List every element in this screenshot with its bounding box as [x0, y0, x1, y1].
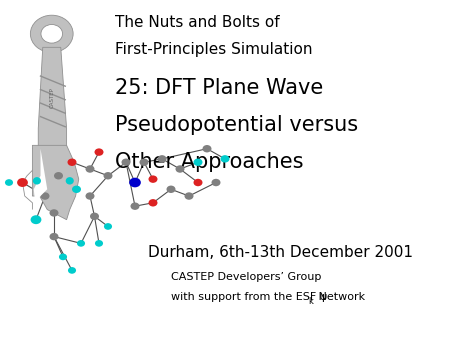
Ellipse shape — [212, 179, 220, 186]
Text: 25: DFT Plane Wave: 25: DFT Plane Wave — [115, 78, 323, 98]
Ellipse shape — [220, 155, 230, 163]
Ellipse shape — [94, 148, 104, 156]
Ellipse shape — [148, 199, 157, 207]
Ellipse shape — [166, 186, 176, 193]
Ellipse shape — [5, 179, 13, 186]
Ellipse shape — [50, 209, 58, 217]
Ellipse shape — [90, 213, 99, 220]
Ellipse shape — [158, 155, 166, 163]
Ellipse shape — [176, 165, 184, 173]
Ellipse shape — [41, 25, 63, 43]
Text: CASTEP: CASTEP — [50, 88, 55, 108]
Text: with support from the ESF ψ: with support from the ESF ψ — [171, 292, 327, 303]
Ellipse shape — [17, 178, 28, 187]
Ellipse shape — [104, 223, 112, 230]
Ellipse shape — [66, 177, 74, 185]
Ellipse shape — [194, 159, 202, 166]
Text: k: k — [309, 297, 314, 307]
Ellipse shape — [194, 179, 202, 186]
Text: Pseudopotential versus: Pseudopotential versus — [115, 115, 358, 135]
Polygon shape — [34, 149, 47, 203]
Ellipse shape — [33, 177, 41, 185]
Ellipse shape — [202, 145, 211, 152]
Ellipse shape — [122, 159, 130, 166]
Text: The Nuts and Bolts of: The Nuts and Bolts of — [115, 15, 279, 30]
Text: Durham, 6th-13th December 2001: Durham, 6th-13th December 2001 — [148, 245, 414, 260]
Text: First-Principles Simulation: First-Principles Simulation — [115, 42, 312, 57]
Ellipse shape — [54, 172, 63, 179]
Ellipse shape — [59, 254, 67, 260]
Ellipse shape — [130, 202, 140, 210]
Ellipse shape — [95, 240, 103, 247]
Ellipse shape — [50, 233, 58, 240]
Polygon shape — [32, 145, 79, 220]
Ellipse shape — [72, 186, 81, 193]
Ellipse shape — [140, 159, 148, 166]
Ellipse shape — [31, 215, 41, 224]
Ellipse shape — [68, 267, 76, 274]
Ellipse shape — [148, 175, 157, 183]
Ellipse shape — [86, 165, 94, 173]
Ellipse shape — [40, 192, 50, 200]
Text: Other Approaches: Other Approaches — [115, 152, 303, 172]
Polygon shape — [38, 47, 67, 149]
Ellipse shape — [77, 240, 85, 247]
Ellipse shape — [104, 172, 112, 179]
Ellipse shape — [129, 178, 141, 187]
Ellipse shape — [86, 192, 94, 200]
Ellipse shape — [68, 159, 76, 166]
Text: CASTEP Developers’ Group: CASTEP Developers’ Group — [171, 272, 321, 282]
Ellipse shape — [184, 192, 194, 200]
Ellipse shape — [31, 15, 73, 52]
Text: Network: Network — [315, 292, 365, 303]
